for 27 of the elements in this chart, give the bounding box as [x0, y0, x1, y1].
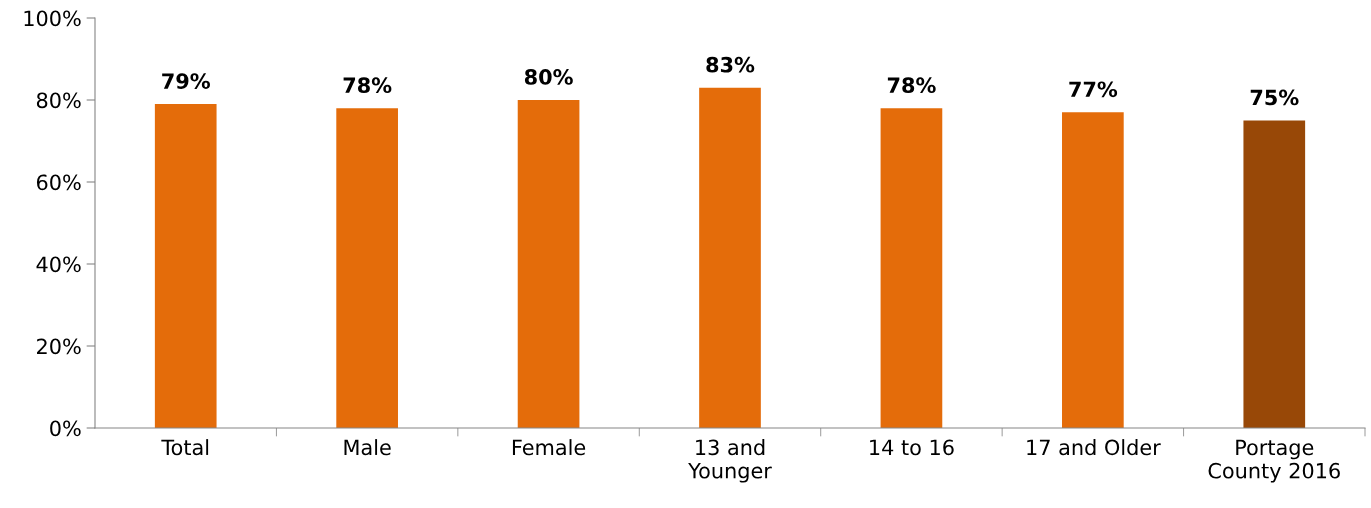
data-label: 83%: [706, 56, 755, 73]
data-label: 78%: [343, 77, 392, 94]
data-label: 78%: [887, 77, 936, 94]
data-label: 79%: [162, 73, 210, 89]
x-tick-label: 17 and Older: [1027, 439, 1161, 456]
bar: [699, 87, 761, 428]
bar: [880, 108, 943, 428]
y-tick-label: 60%: [36, 174, 81, 191]
bar: [1243, 120, 1306, 428]
bar: [517, 100, 580, 428]
x-tick-label: 13 and Younger: [688, 439, 772, 483]
y-tick-label: 0%: [50, 420, 81, 437]
x-tick-label: Female: [512, 439, 586, 456]
data-label: 77%: [1069, 81, 1118, 98]
bar: [154, 104, 217, 428]
x-tick-label: Male: [344, 439, 391, 456]
data-label: 75%: [1250, 89, 1299, 106]
x-tick-label: 14 to 16: [870, 439, 954, 456]
x-tick-label: Total: [161, 439, 209, 456]
y-tick-label: 80%: [36, 92, 81, 109]
y-tick-label: 20%: [37, 338, 81, 355]
data-label: 80%: [524, 69, 573, 85]
x-tick-label: Portage County 2016: [1208, 439, 1340, 483]
bar: [336, 108, 398, 428]
y-tick-label: 100%: [24, 10, 81, 27]
y-tick-label: 40%: [36, 256, 81, 273]
bar: [1062, 112, 1124, 428]
